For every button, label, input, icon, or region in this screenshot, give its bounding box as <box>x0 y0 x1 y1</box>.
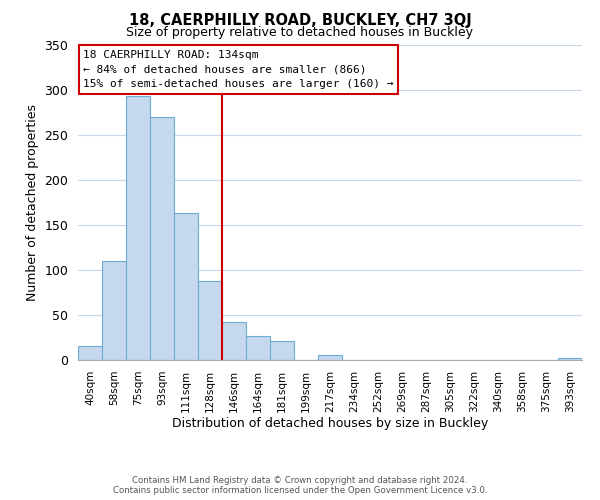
Bar <box>174 214 198 360</box>
Text: Size of property relative to detached houses in Buckley: Size of property relative to detached ho… <box>127 26 473 39</box>
Text: Contains HM Land Registry data © Crown copyright and database right 2024.
Contai: Contains HM Land Registry data © Crown c… <box>113 476 487 495</box>
X-axis label: Distribution of detached houses by size in Buckley: Distribution of detached houses by size … <box>172 418 488 430</box>
Text: 18 CAERPHILLY ROAD: 134sqm
← 84% of detached houses are smaller (866)
15% of sem: 18 CAERPHILLY ROAD: 134sqm ← 84% of deta… <box>83 50 394 90</box>
Bar <box>126 96 150 360</box>
Bar <box>78 346 102 360</box>
Bar <box>270 341 294 360</box>
Bar <box>102 261 126 360</box>
Text: 18, CAERPHILLY ROAD, BUCKLEY, CH7 3QJ: 18, CAERPHILLY ROAD, BUCKLEY, CH7 3QJ <box>128 12 472 28</box>
Bar <box>150 117 174 360</box>
Bar <box>198 281 222 360</box>
Bar <box>318 354 342 360</box>
Bar <box>222 322 246 360</box>
Bar <box>558 358 582 360</box>
Bar <box>246 336 270 360</box>
Y-axis label: Number of detached properties: Number of detached properties <box>26 104 39 301</box>
